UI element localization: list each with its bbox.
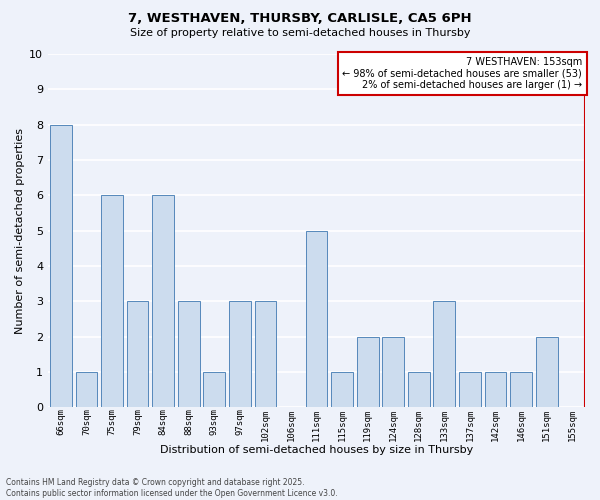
Y-axis label: Number of semi-detached properties: Number of semi-detached properties — [15, 128, 25, 334]
Bar — [76, 372, 97, 407]
Bar — [152, 196, 174, 407]
Text: 7 WESTHAVEN: 153sqm
← 98% of semi-detached houses are smaller (53)
2% of semi-de: 7 WESTHAVEN: 153sqm ← 98% of semi-detach… — [343, 57, 582, 90]
Bar — [408, 372, 430, 407]
Bar — [50, 124, 71, 407]
Text: 7, WESTHAVEN, THURSBY, CARLISLE, CA5 6PH: 7, WESTHAVEN, THURSBY, CARLISLE, CA5 6PH — [128, 12, 472, 26]
Bar — [101, 196, 123, 407]
Bar — [510, 372, 532, 407]
Bar — [357, 336, 379, 407]
Bar — [331, 372, 353, 407]
Bar — [536, 336, 557, 407]
Text: Contains HM Land Registry data © Crown copyright and database right 2025.
Contai: Contains HM Land Registry data © Crown c… — [6, 478, 338, 498]
Bar — [382, 336, 404, 407]
Bar — [203, 372, 225, 407]
Bar — [229, 301, 251, 407]
Text: Size of property relative to semi-detached houses in Thursby: Size of property relative to semi-detach… — [130, 28, 470, 38]
Bar — [254, 301, 276, 407]
Bar — [127, 301, 148, 407]
Bar — [485, 372, 506, 407]
Bar — [433, 301, 455, 407]
Bar — [178, 301, 200, 407]
Bar — [459, 372, 481, 407]
Bar — [305, 230, 328, 407]
X-axis label: Distribution of semi-detached houses by size in Thursby: Distribution of semi-detached houses by … — [160, 445, 473, 455]
